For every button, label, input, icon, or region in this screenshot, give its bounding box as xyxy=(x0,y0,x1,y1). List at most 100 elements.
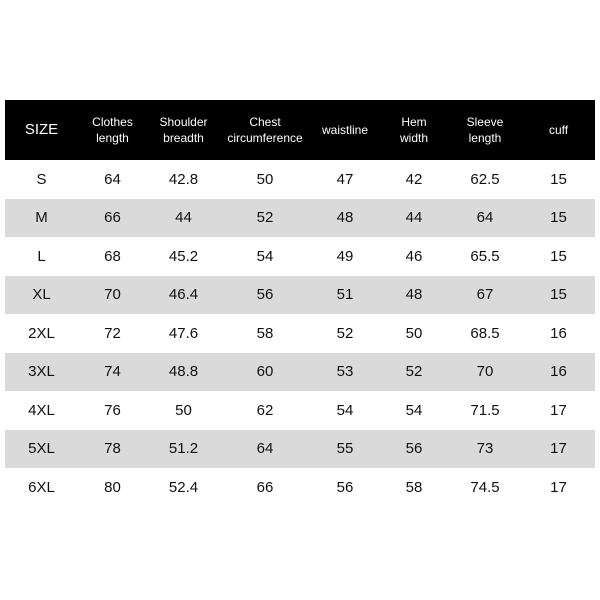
table-row: XL 70 46.4 56 51 48 67 15 xyxy=(5,275,595,314)
table-cell: 46 xyxy=(405,247,423,265)
table-cell: 17 xyxy=(550,401,567,419)
table-cell: 5XL xyxy=(28,440,55,458)
table-cell: 42 xyxy=(405,170,423,188)
table-cell: 54 xyxy=(256,247,274,265)
header-text: Clothes xyxy=(92,115,133,129)
header-cell: Shoulder breadth xyxy=(147,100,220,160)
table-cell: 74.5 xyxy=(470,478,500,496)
table-cell: 62.5 xyxy=(470,170,500,188)
table-cell: 49 xyxy=(336,247,354,265)
table-cell: 73 xyxy=(476,440,494,458)
table-cell: 52 xyxy=(405,363,423,381)
table-cell: 52 xyxy=(256,209,274,227)
table-cell: S xyxy=(36,170,47,188)
table-cell: 66 xyxy=(256,478,274,496)
header-text: Hem xyxy=(401,115,427,129)
header-cell: waistline xyxy=(310,100,380,160)
header-text: breadth xyxy=(163,131,204,145)
table-cell: L xyxy=(37,247,46,265)
header-row: SIZE Clothes length Shoulder breadth Chest cir… xyxy=(5,100,595,160)
header-cell: Clothes length xyxy=(78,100,147,160)
table-row: M 66 44 52 48 44 64 15 xyxy=(5,198,595,237)
table-cell: 64 xyxy=(256,440,274,458)
table-cell: 50 xyxy=(256,170,274,188)
table-cell: 15 xyxy=(550,209,567,227)
header-cell: Sleeve length xyxy=(448,100,522,160)
table-row: 6XL 80 52.4 66 56 58 74.5 17 xyxy=(5,468,595,507)
table-cell: 80 xyxy=(104,478,121,496)
table-cell: 4XL xyxy=(28,401,55,419)
table-cell: 68 xyxy=(104,247,121,265)
header-text: length xyxy=(96,131,129,145)
table-cell: 50 xyxy=(175,401,192,419)
table-cell: 62 xyxy=(256,401,274,419)
header-text: SIZE xyxy=(24,121,59,138)
table-cell: 47 xyxy=(336,170,354,188)
header-text: cuff xyxy=(548,123,569,137)
table-cell: 53 xyxy=(336,363,354,381)
header-cell: Chest circumference xyxy=(220,100,310,160)
table-cell: 51 xyxy=(336,286,354,304)
table-cell: 16 xyxy=(550,363,567,381)
table-cell: 55 xyxy=(336,440,354,458)
table-cell: XL xyxy=(32,286,51,304)
header-text: Shoulder xyxy=(159,115,208,129)
table-cell: 46.4 xyxy=(168,286,199,304)
table-cell: 54 xyxy=(405,401,423,419)
table-cell: 54 xyxy=(336,401,354,419)
table-cell: 47.6 xyxy=(168,324,199,342)
header-text: Sleeve xyxy=(466,115,504,129)
table-cell: M xyxy=(35,209,48,227)
table-row: L 68 45.2 54 49 46 65.5 15 xyxy=(5,237,595,276)
table-cell: 56 xyxy=(405,440,423,458)
table-cell: 67 xyxy=(476,286,494,304)
table-cell: 48.8 xyxy=(168,363,199,381)
header-text: waistline xyxy=(321,123,369,137)
table-cell: 3XL xyxy=(28,363,55,381)
table-cell: 64 xyxy=(104,170,121,188)
header-text: width xyxy=(399,131,428,145)
header-cell: Hem width xyxy=(380,100,448,160)
table-cell: 2XL xyxy=(28,324,55,342)
table-cell: 52.4 xyxy=(168,478,199,496)
table-cell: 15 xyxy=(550,286,567,304)
header-cell: cuff xyxy=(522,100,595,160)
header-text: length xyxy=(468,131,502,145)
table-cell: 48 xyxy=(336,209,354,227)
table-cell: 15 xyxy=(550,170,567,188)
table-row: 2XL 72 47.6 58 52 50 68.5 16 xyxy=(5,314,595,353)
table-cell: 64 xyxy=(476,209,494,227)
table-cell: 45.2 xyxy=(168,247,199,265)
table-cell: 60 xyxy=(256,363,274,381)
table-cell: 76 xyxy=(104,401,121,419)
table-cell: 52 xyxy=(336,324,354,342)
table-row: 4XL 76 50 62 54 54 71.5 17 xyxy=(5,391,595,430)
table-cell: 56 xyxy=(256,286,274,304)
table-cell: 68.5 xyxy=(470,324,500,342)
table-cell: 66 xyxy=(104,209,121,227)
header-text: Chest xyxy=(249,115,281,129)
table-cell: 16 xyxy=(550,324,567,342)
header-text: circumference xyxy=(227,131,303,145)
table-cell: 17 xyxy=(550,478,567,496)
table-cell: 65.5 xyxy=(470,247,500,265)
table-row: 3XL 74 48.8 60 53 52 70 16 xyxy=(5,352,595,391)
table-cell: 42.8 xyxy=(168,170,199,188)
table-row: S 64 42.8 50 47 42 62.5 15 xyxy=(5,160,595,199)
table-cell: 58 xyxy=(256,324,274,342)
table-cell: 6XL xyxy=(28,478,55,496)
table-cell: 50 xyxy=(405,324,423,342)
header-cell: SIZE xyxy=(5,100,78,160)
table-cell: 51.2 xyxy=(168,440,199,458)
table-cell: 44 xyxy=(405,209,423,227)
table-cell: 48 xyxy=(405,286,423,304)
table-cell: 15 xyxy=(550,247,567,265)
table-cell: 78 xyxy=(104,440,121,458)
table-row: 5XL 78 51.2 64 55 56 73 17 xyxy=(5,429,595,468)
table-cell: 70 xyxy=(104,286,121,304)
table-cell: 72 xyxy=(104,324,121,342)
table-cell: 58 xyxy=(405,478,423,496)
table-cell: 70 xyxy=(476,363,494,381)
table-cell: 74 xyxy=(104,363,121,381)
